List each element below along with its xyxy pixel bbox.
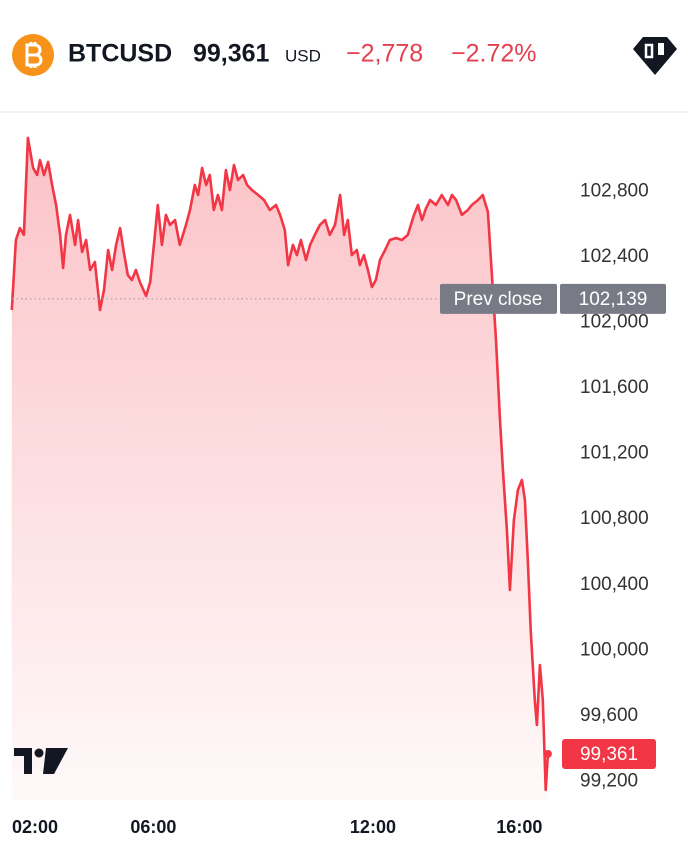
x-tick-label: 16:00 — [496, 817, 542, 837]
chart-icon[interactable] — [633, 37, 677, 75]
y-tick-label: 100,400 — [580, 574, 649, 595]
y-tick-label: 102,000 — [580, 312, 649, 333]
y-tick-label: 100,800 — [580, 508, 649, 529]
x-tick-label: 12:00 — [350, 817, 396, 837]
price-line — [10, 136, 550, 792]
change-percent: −2.72% — [451, 40, 537, 68]
area-fill — [11, 137, 548, 800]
prev-close-text: Prev close — [454, 289, 543, 310]
y-tick-label: 99,200 — [580, 770, 638, 791]
y-tick-label: 102,800 — [580, 181, 649, 202]
change: −2,778 — [346, 40, 423, 68]
symbol: BTCUSD — [68, 40, 172, 68]
y-tick-label: 102,400 — [580, 246, 649, 267]
header: BTCUSD 99,361 USD −2,778 −2.72% — [0, 34, 688, 113]
y-tick-label: 101,600 — [580, 377, 649, 398]
last-point — [543, 749, 552, 758]
x-tick-label: 02:00 — [12, 817, 58, 837]
prev-close-value-tag — [560, 283, 666, 314]
bitcoin-icon — [12, 34, 54, 76]
plot: 99,200 99,600 100,000 100,400 100,800 101,200… — [10, 136, 666, 837]
currency: USD — [285, 46, 321, 65]
prev-close-value: 102,139 — [579, 289, 648, 310]
last-price-tag — [562, 738, 656, 769]
prev-close-tag — [440, 283, 557, 314]
x-tick-label: 06:00 — [130, 817, 176, 837]
y-tick-label: 99,600 — [580, 705, 638, 726]
price: 99,361 — [193, 40, 270, 68]
tradingview-logo — [14, 748, 68, 774]
y-tick-label: 100,000 — [580, 639, 649, 660]
y-tick-label: 101,200 — [580, 443, 649, 464]
last-price-label: 99,361 — [580, 744, 638, 765]
